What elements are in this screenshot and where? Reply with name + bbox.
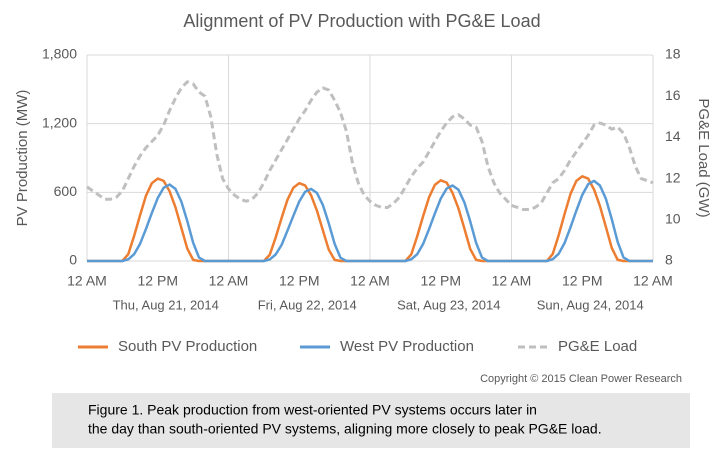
series-line [86, 80, 654, 211]
x-tick-label: 12 PM [421, 273, 461, 289]
x-tick-label: 12 AM [633, 273, 673, 289]
y2-tick-label: 18 [665, 46, 681, 62]
copyright: Copyright © 2015 Clean Power Research [480, 373, 682, 385]
y-tick-label: 1,200 [42, 114, 77, 130]
x-tick-label: 12 PM [279, 273, 319, 289]
y2-tick-label: 12 [665, 169, 681, 185]
legend-label: West PV Production [340, 338, 474, 355]
caption-line: Figure 1. Peak production from west-orie… [88, 402, 537, 418]
y-axis-label: PV Production (MW) [14, 90, 31, 227]
caption-box [52, 393, 690, 448]
x-tick-label: 12 PM [138, 273, 178, 289]
y2-tick-label: 8 [665, 252, 673, 268]
x-tick-label: 12 AM [67, 273, 107, 289]
day-label: Fri, Aug 22, 2014 [258, 297, 357, 312]
day-label: Thu, Aug 21, 2014 [113, 297, 219, 312]
series-line [87, 179, 653, 263]
y-tick-label: 0 [69, 252, 77, 268]
y2-tick-label: 14 [665, 128, 681, 144]
day-label: Sun, Aug 24, 2014 [537, 297, 644, 312]
x-tick-label: 12 AM [209, 273, 249, 289]
y-tick-label: 1,800 [42, 46, 77, 62]
x-tick-label: 12 AM [492, 273, 532, 289]
chart-title: Alignment of PV Production with PG&E Loa… [183, 11, 540, 31]
legend-label: PG&E Load [558, 338, 637, 355]
day-label: Sat, Aug 23, 2014 [397, 297, 500, 312]
x-tick-label: 12 AM [350, 273, 390, 289]
legend-label: South PV Production [118, 338, 257, 355]
caption-line: the day than south-oriented PV systems, … [88, 421, 602, 437]
x-tick-label: 12 PM [562, 273, 602, 289]
y2-tick-label: 10 [665, 211, 681, 227]
y-tick-label: 600 [54, 183, 78, 199]
y2-axis-label: PG&E Load (GW) [695, 98, 712, 217]
y2-tick-label: 16 [665, 87, 681, 103]
